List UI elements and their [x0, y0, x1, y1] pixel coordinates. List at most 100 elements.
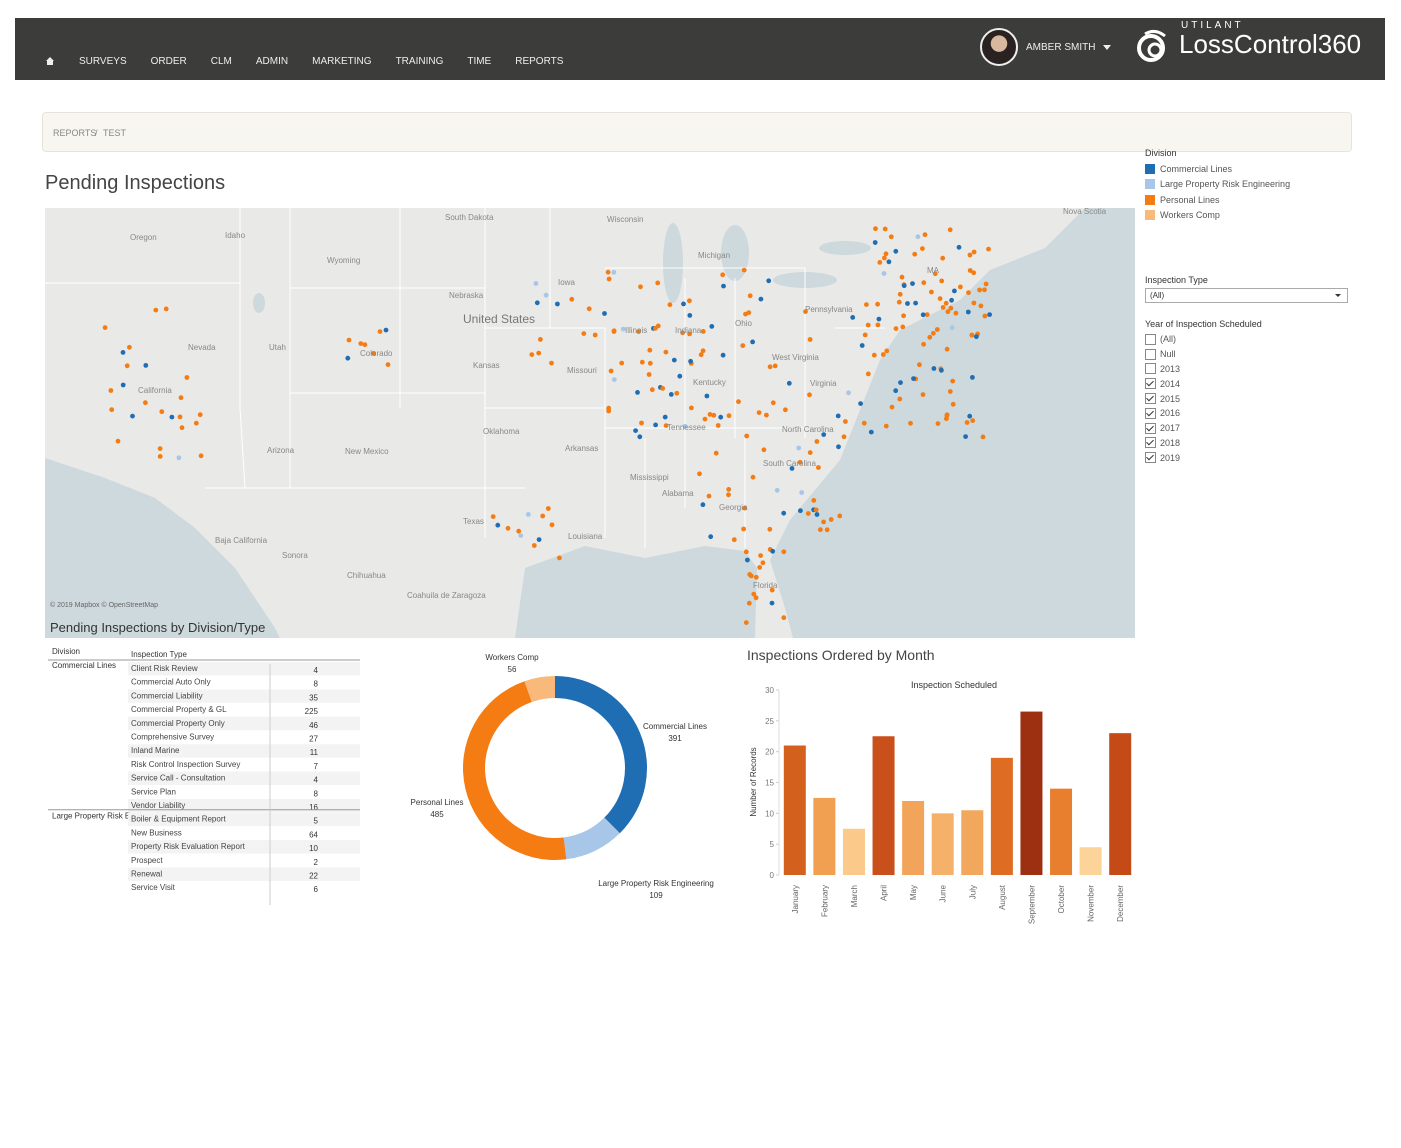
map-dot: [700, 348, 706, 354]
count: 7: [314, 762, 319, 771]
table-header: Inspection Type: [131, 650, 187, 659]
x-tick-label: August: [998, 884, 1007, 910]
map-dot: [821, 519, 826, 525]
map-dot: [736, 399, 741, 405]
map-dot: [813, 507, 819, 513]
map-dot: [850, 315, 856, 320]
map-dot: [708, 534, 714, 540]
crumb[interactable]: REPORTS: [53, 128, 97, 138]
nav-item[interactable]: ORDER: [150, 56, 187, 67]
inspection-type: Inland Marine: [131, 746, 180, 755]
year-option: (All): [1145, 332, 1385, 347]
user-menu[interactable]: AMBER SMITH: [980, 28, 1112, 66]
nav-item[interactable]: MARKETING: [312, 56, 372, 67]
inspection-type-select[interactable]: (All): [1145, 288, 1348, 303]
map-label: Chihuahua: [347, 571, 386, 580]
row-band: [128, 840, 360, 854]
count: 5: [314, 817, 319, 826]
map-dot: [880, 352, 886, 357]
row-band: [128, 867, 360, 881]
checkbox[interactable]: [1145, 437, 1156, 449]
map-dot: [803, 309, 808, 314]
year-option: 2017: [1145, 421, 1385, 436]
map-dot: [531, 543, 537, 548]
map-dot: [876, 316, 882, 322]
nav-item[interactable]: TRAINING: [395, 56, 444, 67]
bar: [902, 801, 925, 875]
map-dot: [978, 303, 984, 309]
nav-item[interactable]: SURVEYS: [79, 56, 127, 67]
checkbox[interactable]: [1145, 333, 1156, 345]
lake: [721, 225, 749, 281]
map-dot: [742, 505, 748, 511]
map-dot: [635, 390, 640, 395]
map-dot: [706, 493, 712, 499]
map-dot: [663, 423, 669, 428]
map-label: Nevada: [188, 343, 216, 352]
map-dot: [371, 351, 376, 356]
breadcrumb: REPORTS / TEST: [42, 112, 1352, 152]
row-band: [128, 689, 360, 703]
nav-item[interactable]: TIME: [467, 56, 492, 67]
map-label: Illinois: [625, 326, 647, 335]
map-dot: [157, 446, 163, 451]
map-dot: [908, 420, 913, 426]
map-dot: [761, 447, 767, 453]
inspection-type: Commercial Property Only: [131, 719, 225, 728]
bar: [990, 757, 1013, 875]
checkbox[interactable]: [1145, 422, 1156, 434]
map-dot: [899, 274, 905, 280]
slice-value: 56: [508, 665, 517, 674]
map-dot: [505, 525, 511, 531]
map-dot: [362, 342, 368, 348]
slice-label: Large Property Risk Engineering: [598, 879, 714, 888]
map-dot: [934, 327, 940, 332]
legend-swatch: [1145, 179, 1155, 190]
inspection-type: Service Visit: [131, 883, 176, 892]
count: 4: [314, 666, 319, 675]
nav-item[interactable]: CLM: [210, 56, 232, 67]
map-dot: [518, 533, 524, 538]
map-dot: [796, 445, 802, 451]
row-band: [128, 703, 360, 717]
row-band: [128, 799, 360, 813]
home-icon[interactable]: [45, 56, 55, 66]
map-dot: [939, 278, 945, 284]
checkbox[interactable]: [1145, 348, 1156, 360]
map-dot: [718, 414, 724, 420]
map-dot: [764, 412, 769, 418]
map-dot: [687, 331, 692, 337]
y-tick-label: 20: [765, 748, 774, 757]
checkbox[interactable]: [1145, 393, 1156, 405]
map-dot: [956, 244, 962, 250]
map-dot: [178, 395, 184, 401]
map-dot: [731, 537, 737, 543]
lake: [819, 241, 871, 255]
map-dot: [958, 284, 963, 290]
map-dot: [944, 416, 949, 422]
map-dot: [921, 280, 927, 286]
map-dot: [726, 487, 732, 492]
checkbox[interactable]: [1145, 363, 1156, 375]
checkbox[interactable]: [1145, 378, 1156, 390]
map-labels: Oregon Idaho Wyoming South Dakota Wiscon…: [50, 208, 1107, 609]
checkbox[interactable]: [1145, 407, 1156, 419]
map-dot: [774, 487, 780, 493]
filter-title: Inspection Type: [1145, 275, 1208, 285]
map-dot: [843, 419, 848, 424]
nav-item[interactable]: REPORTS: [515, 56, 564, 67]
map-label: Oregon: [130, 233, 157, 242]
map-label: United States: [463, 312, 535, 326]
map-dot: [814, 512, 820, 517]
map-dot: [700, 329, 706, 334]
map-dot: [637, 434, 643, 440]
map-dot: [974, 334, 979, 340]
map-dot: [781, 549, 787, 555]
map-label: North Carolina: [782, 425, 834, 434]
map-label: Wyoming: [327, 256, 360, 265]
legend-label: Large Property Risk Engineering: [1160, 179, 1291, 190]
checkbox[interactable]: [1145, 452, 1156, 464]
nav-item[interactable]: ADMIN: [255, 56, 289, 67]
map-dot: [917, 362, 922, 368]
map-dot: [935, 421, 941, 426]
